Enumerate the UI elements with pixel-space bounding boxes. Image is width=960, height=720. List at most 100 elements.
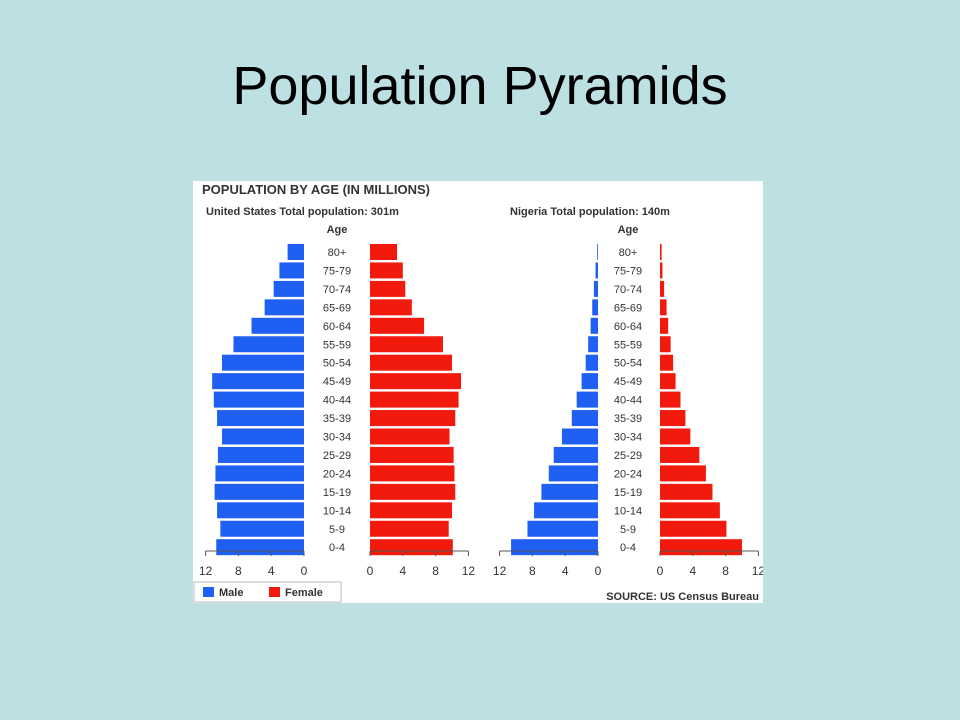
nigeria-age-label: 70-74 <box>614 284 642 296</box>
us-male-bar <box>222 354 304 371</box>
legend-male-swatch <box>203 587 214 597</box>
nigeria-male-tick-label: 8 <box>529 564 536 578</box>
us-age-label: 0-4 <box>329 542 345 554</box>
us-male-bar <box>287 244 304 260</box>
us-age-label: 30-34 <box>323 432 351 444</box>
nigeria-age-label: 35-39 <box>614 413 642 425</box>
us-age-label: 20-24 <box>323 468 351 480</box>
nigeria-age-label: 80+ <box>619 247 638 259</box>
us-male-bar <box>217 502 304 519</box>
us-male-bar <box>273 280 304 297</box>
nigeria-female-bar <box>660 502 720 519</box>
nigeria-male-bar <box>534 502 598 519</box>
nigeria-female-bar <box>660 280 665 297</box>
us-male-bar <box>222 428 304 445</box>
us-female-bar <box>370 373 462 390</box>
us-female-tick-label: 12 <box>462 564 476 578</box>
nigeria-female-bar <box>660 391 681 408</box>
us-male-bar <box>216 539 304 556</box>
us-male-bar <box>212 373 304 390</box>
nigeria-male-tick-label: 4 <box>562 564 569 578</box>
us-female-bar <box>370 502 452 519</box>
us-age-label: 35-39 <box>323 413 351 425</box>
nigeria-male-bar <box>581 373 598 390</box>
nigeria-male-bar <box>541 483 598 500</box>
source-note: SOURCE: US Census Bureau <box>606 591 759 603</box>
nigeria-female-bar <box>660 354 674 371</box>
legend-male-label: Male <box>219 587 243 599</box>
us-male-bar <box>214 483 304 500</box>
us-female-bar <box>370 244 398 260</box>
nigeria-male-bar <box>592 299 598 316</box>
us-age-label: 25-29 <box>323 450 351 462</box>
nigeria-age-label: 20-24 <box>614 468 642 480</box>
nigeria-female-tick-label: 8 <box>722 564 729 578</box>
figure-heading: POPULATION BY AGE (IN MILLIONS) <box>202 182 430 197</box>
us-female-tick-label: 4 <box>399 564 406 578</box>
us-female-bar <box>370 280 406 297</box>
legend-female-swatch <box>269 587 280 597</box>
us-age-label: 80+ <box>328 247 347 259</box>
nigeria-female-tick-label: 0 <box>657 564 664 578</box>
us-age-label: 10-14 <box>323 505 351 517</box>
us-female-bar <box>370 428 450 445</box>
nigeria-age-label: 0-4 <box>620 542 636 554</box>
us-male-bar <box>264 299 304 316</box>
nigeria-male-bar <box>561 428 598 445</box>
us-age-label: 75-79 <box>323 265 351 277</box>
pyramid-chart: POPULATION BY AGE (IN MILLIONS) United St… <box>193 182 763 603</box>
us-female-bar <box>370 354 452 371</box>
nigeria-male-bar <box>597 244 598 260</box>
nigeria-female-bar <box>660 262 663 279</box>
nigeria-female-bar <box>660 446 700 463</box>
nigeria-age-label: 60-64 <box>614 321 642 333</box>
us-male-tick-label: 8 <box>235 564 242 578</box>
nigeria-male-bar <box>527 520 598 537</box>
nigeria-age-label: 75-79 <box>614 265 642 277</box>
us-female-bar <box>370 539 453 556</box>
us-female-bar <box>370 336 443 353</box>
nigeria-age-label: 25-29 <box>614 450 642 462</box>
us-male-bar <box>217 446 304 463</box>
us-male-tick-label: 12 <box>199 564 213 578</box>
us-female-bar <box>370 262 403 279</box>
us-male-bar <box>220 520 304 537</box>
nigeria-female-bar <box>660 539 742 556</box>
slide-title: Population Pyramids <box>232 56 728 116</box>
us-age-label: 5-9 <box>329 524 345 536</box>
nigeria-female-bar <box>660 373 676 390</box>
nigeria-male-bar <box>595 262 598 279</box>
nigeria-age-label: 55-59 <box>614 339 642 351</box>
us-female-bar <box>370 391 459 408</box>
nigeria-female-tick-label: 12 <box>752 564 763 578</box>
us-male-bar <box>213 391 304 408</box>
population-pyramid-figure: POPULATION BY AGE (IN MILLIONS) United St… <box>193 181 763 603</box>
us-female-bar <box>370 520 449 537</box>
nigeria-male-bar <box>553 446 598 463</box>
us-female-bar <box>370 465 455 482</box>
nigeria-male-tick-label: 12 <box>493 564 507 578</box>
us-female-bar <box>370 446 454 463</box>
nigeria-age-label: 40-44 <box>614 395 642 407</box>
nigeria-male-bar <box>593 280 598 297</box>
nigeria-male-bar <box>511 539 598 556</box>
nigeria-female-bar <box>660 317 669 334</box>
legend-female-label: Female <box>285 587 323 599</box>
nigeria-age-label: 15-19 <box>614 487 642 499</box>
us-male-tick-label: 0 <box>301 564 308 578</box>
us-age-label: 45-49 <box>323 376 351 388</box>
nigeria-female-bar <box>660 410 686 427</box>
us-subtitle: United States Total population: 301m <box>206 206 399 218</box>
us-age-label: 60-64 <box>323 321 351 333</box>
us-female-bar <box>370 410 456 427</box>
nigeria-male-bar <box>590 317 598 334</box>
us-male-bar <box>279 262 304 279</box>
us-male-tick-label: 4 <box>268 564 275 578</box>
nigeria-age-label: 65-69 <box>614 302 642 314</box>
nigeria-female-bar <box>660 465 706 482</box>
nigeria-age-header: Age <box>618 224 639 236</box>
us-female-tick-label: 8 <box>432 564 439 578</box>
nigeria-male-bar <box>571 410 598 427</box>
us-female-bar <box>370 317 425 334</box>
nigeria-female-bar <box>660 244 662 260</box>
